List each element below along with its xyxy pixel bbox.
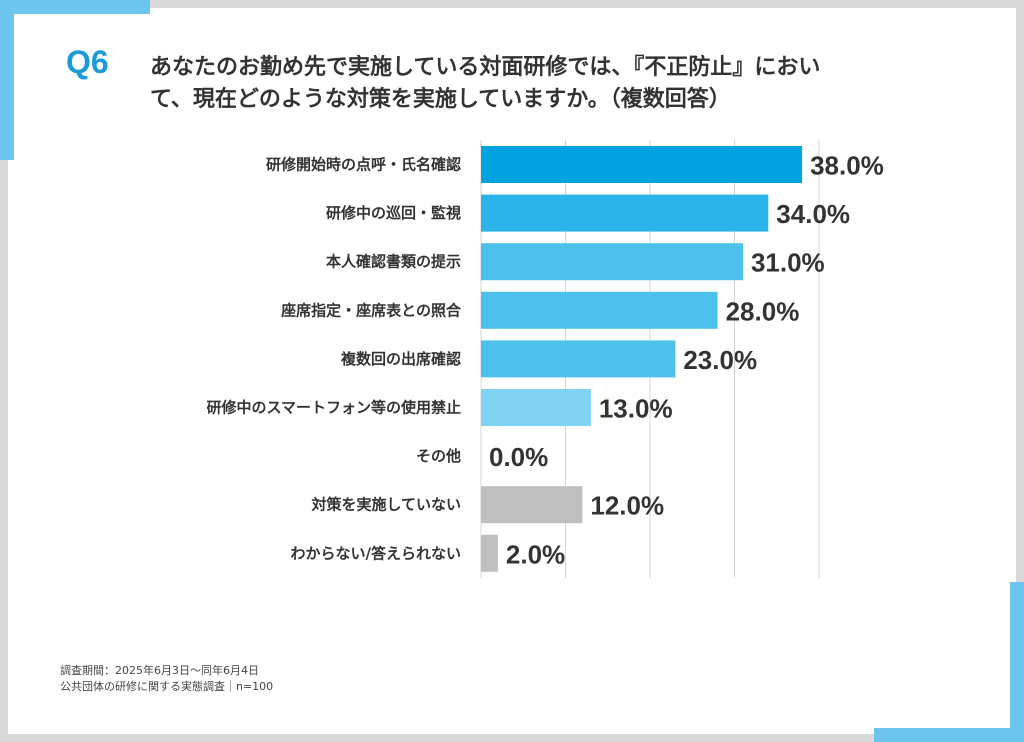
- data-label: 12.0%: [590, 491, 664, 521]
- accent-bar-bottom-right-horizontal: [874, 728, 1024, 742]
- survey-footnote: 調査期間：2025年6月3日～同年6月4日 公共団体の研修に関する実態調査｜n=…: [60, 663, 273, 695]
- bar: [481, 486, 583, 524]
- accent-bar-top-left-horizontal: [0, 0, 150, 14]
- category-label: 座席指定・座席表との照合: [280, 301, 462, 319]
- data-label: 31.0%: [751, 248, 825, 278]
- accent-bar-top-left-vertical: [0, 0, 14, 160]
- question-line-1: あなたのお勤め先で実施している対面研修では、『不正防止』におい: [150, 55, 821, 80]
- data-label: 34.0%: [776, 199, 850, 229]
- category-label: わからない/答えられない: [291, 544, 461, 562]
- data-label: 23.0%: [683, 345, 757, 375]
- question-line-2: て、現在どのような対策を実施していますか。（複数回答）: [150, 87, 731, 112]
- data-label: 38.0%: [810, 151, 884, 181]
- survey-title: 公共団体の研修に関する実態調査｜n=100: [60, 680, 274, 693]
- bar: [481, 534, 498, 572]
- question-number: Q6: [66, 44, 109, 80]
- category-label: 複数回の出席確認: [340, 350, 461, 368]
- category-label: 研修開始時の点呼・氏名確認: [266, 156, 461, 174]
- data-label: 13.0%: [599, 394, 673, 424]
- data-label: 28.0%: [726, 296, 800, 326]
- data-label: 2.0%: [506, 539, 565, 569]
- survey-period: 調査期間：2025年6月3日～同年6月4日: [60, 664, 259, 677]
- data-label: 0.0%: [489, 442, 548, 472]
- bar: [481, 194, 769, 232]
- category-label: 対策を実施していない: [310, 496, 461, 514]
- question-text: あなたのお勤め先で実施している対面研修では、『不正防止』におい て、現在どのよう…: [150, 52, 950, 116]
- accent-bar-bottom-right-vertical: [1010, 582, 1024, 742]
- bar: [481, 389, 591, 426]
- bar: [481, 291, 718, 329]
- bar: [481, 243, 743, 281]
- category-label: 本人確認書類の提示: [326, 253, 461, 271]
- category-label: 研修中の巡回・監視: [326, 204, 461, 222]
- bar: [481, 340, 676, 378]
- category-label: 研修中のスマートフォン等の使用禁止: [206, 399, 461, 417]
- bar: [481, 146, 803, 183]
- category-label: その他: [416, 447, 461, 465]
